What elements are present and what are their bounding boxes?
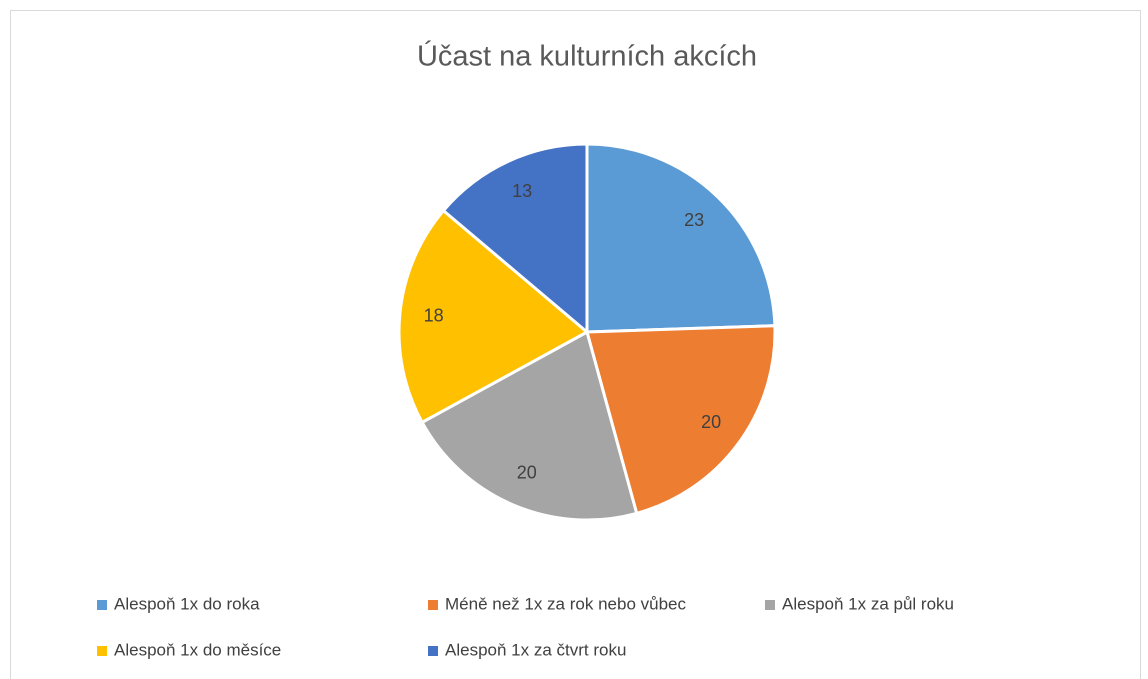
legend-marker — [97, 600, 107, 610]
data-label: 20 — [701, 412, 721, 432]
pie-slice — [441, 142, 589, 336]
legend-label: Alespoň 1x za půl roku — [782, 594, 954, 613]
legend-label: Alespoň 1x do roka — [114, 594, 260, 613]
legend-label: Alespoň 1x za čtvrt roku — [445, 640, 626, 659]
data-label: 23 — [684, 210, 704, 230]
pie-slice — [585, 324, 777, 516]
legend-marker — [428, 646, 438, 656]
legend-marker — [97, 646, 107, 656]
pie-slice — [420, 329, 639, 522]
data-label: 18 — [424, 305, 444, 325]
legend-label: Alespoň 1x do měsíce — [114, 640, 281, 659]
data-label: 20 — [517, 463, 537, 483]
data-label: 13 — [512, 181, 532, 201]
chart-title: Účast na kulturních akcích — [417, 40, 757, 73]
legend-marker — [765, 600, 775, 610]
legend-label: Méně než 1x za rok nebo vůbec — [445, 594, 686, 613]
pie-slice — [585, 142, 777, 334]
pie-slice — [397, 208, 590, 425]
legend-marker — [428, 600, 438, 610]
